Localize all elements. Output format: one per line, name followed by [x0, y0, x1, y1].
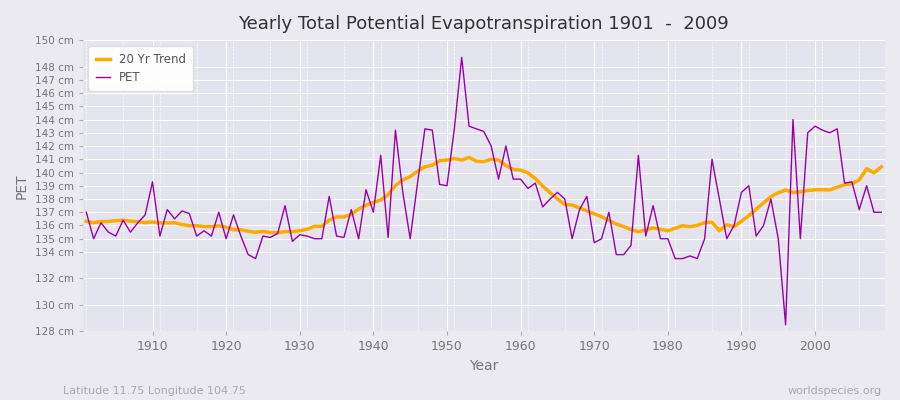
- PET: [302, 234, 312, 238]
- Line: PET: PET: [86, 57, 881, 325]
- Text: Latitude 11.75 Longitude 104.75: Latitude 11.75 Longitude 104.75: [63, 386, 246, 396]
- PET: [523, 186, 534, 191]
- Legend: 20 Yr Trend, PET: 20 Yr Trend, PET: [88, 46, 194, 91]
- PET: [515, 177, 526, 182]
- 20 Yr Trend: [353, 207, 364, 212]
- 20 Yr Trend: [876, 164, 886, 169]
- PET: [876, 210, 886, 215]
- PET: [780, 322, 791, 327]
- PET: [346, 207, 356, 212]
- PET: [456, 55, 467, 60]
- 20 Yr Trend: [618, 224, 629, 229]
- 20 Yr Trend: [81, 219, 92, 224]
- Text: worldspecies.org: worldspecies.org: [788, 386, 882, 396]
- Y-axis label: PET: PET: [15, 173, 29, 198]
- 20 Yr Trend: [140, 220, 150, 225]
- X-axis label: Year: Year: [469, 359, 499, 373]
- 20 Yr Trend: [523, 170, 534, 175]
- PET: [81, 210, 92, 215]
- 20 Yr Trend: [273, 230, 284, 235]
- 20 Yr Trend: [309, 224, 320, 229]
- 20 Yr Trend: [530, 176, 541, 181]
- Line: 20 Yr Trend: 20 Yr Trend: [86, 157, 881, 233]
- PET: [611, 252, 622, 257]
- PET: [140, 212, 150, 217]
- 20 Yr Trend: [464, 155, 474, 160]
- Title: Yearly Total Potential Evapotranspiration 1901  -  2009: Yearly Total Potential Evapotranspiratio…: [238, 15, 729, 33]
